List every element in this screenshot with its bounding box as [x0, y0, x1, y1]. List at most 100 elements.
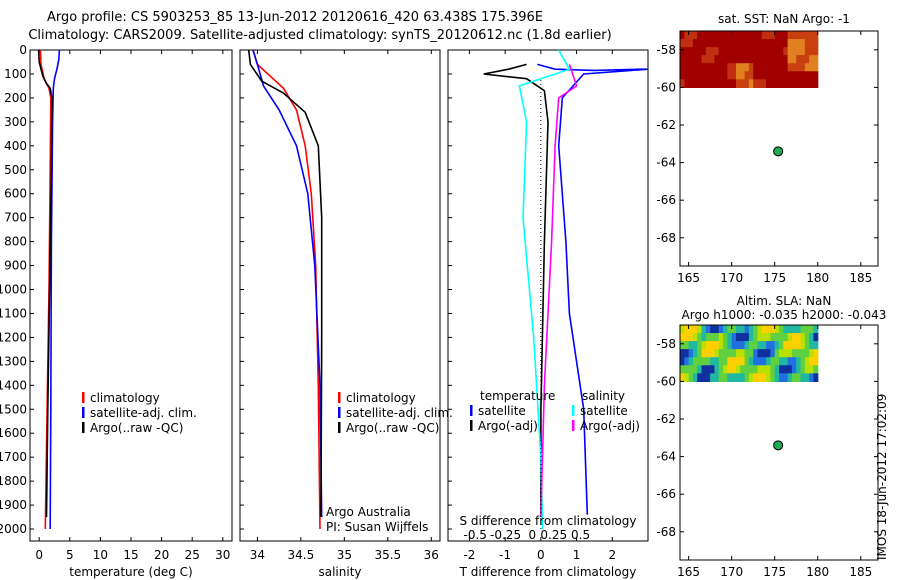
heatmap-cell — [779, 39, 784, 48]
heatmap-cell — [791, 373, 797, 382]
heatmap-cell — [774, 357, 780, 366]
heatmap-cell — [748, 79, 754, 88]
heatmap-cell — [697, 47, 703, 56]
legend-label: satellite — [580, 404, 628, 418]
heatmap-cell — [710, 373, 716, 382]
heatmap-cell — [796, 349, 802, 358]
heatmap-cell — [735, 39, 741, 48]
heatmap-cell — [796, 325, 802, 334]
heatmap-cell — [680, 47, 685, 56]
heatmap-cell — [740, 31, 746, 40]
y-tick-label: -62 — [656, 118, 676, 132]
heatmap-cell — [680, 79, 685, 88]
heatmap-cell — [723, 325, 728, 334]
heatmap-cell — [787, 55, 793, 64]
legend-label: satellite — [478, 404, 526, 418]
heatmap-cell — [740, 39, 746, 48]
heatmap-cell — [774, 349, 780, 358]
heatmap-cell — [748, 39, 754, 48]
heatmap-cell — [692, 55, 698, 64]
x-tick-label: 5 — [66, 548, 74, 562]
heatmap-cell — [783, 365, 789, 374]
heatmap-cell — [692, 373, 698, 382]
heatmap-cell — [692, 341, 698, 350]
y-tick-label: 2000 — [0, 522, 27, 536]
y-tick-label: 1700 — [0, 450, 27, 464]
heatmap-cell — [804, 47, 810, 56]
heatmap-cell — [705, 341, 711, 350]
heatmap-cell — [791, 357, 797, 366]
heatmap-cell — [753, 71, 759, 80]
x-tick-label: 34 — [250, 548, 265, 562]
heatmap-cell — [748, 71, 754, 80]
heatmap-cell — [705, 357, 711, 366]
heatmap-cell — [684, 333, 690, 342]
heatmap-cell — [714, 349, 720, 358]
heatmap-cell — [705, 39, 711, 48]
heatmap-cell — [718, 333, 724, 342]
x-tick-label: 25 — [185, 548, 200, 562]
heatmap-cell — [714, 357, 720, 366]
x-tick-label: 180 — [806, 271, 829, 285]
y-tick-label: 1600 — [0, 426, 27, 440]
heatmap-cell — [779, 71, 784, 80]
heatmap-cell — [731, 341, 737, 350]
heatmap-cell — [710, 31, 716, 40]
heatmap-cell — [787, 325, 793, 334]
heatmap-cell — [697, 341, 703, 350]
y-tick-label: 300 — [4, 115, 27, 129]
heatmap-cell — [748, 357, 754, 366]
salinity-frame — [239, 49, 441, 542]
heatmap-cell — [705, 325, 711, 334]
heatmap-cell — [727, 47, 733, 56]
heatmap-cell — [731, 365, 737, 374]
heatmap-cell — [723, 365, 728, 374]
heatmap-cell — [697, 373, 703, 382]
y-tick-label: 200 — [4, 91, 27, 105]
heatmap-cell — [731, 63, 737, 72]
heatmap-cell — [766, 71, 771, 80]
y-tick-label: -64 — [656, 450, 676, 464]
heatmap-cell — [757, 357, 763, 366]
legend-swatch — [338, 422, 341, 433]
heatmap-cell — [701, 349, 707, 358]
series-line-black — [483, 63, 549, 517]
heatmap-cell — [757, 71, 763, 80]
heatmap-cell — [735, 79, 741, 88]
x-tick-label: 30 — [215, 548, 230, 562]
heatmap-cell — [744, 325, 750, 334]
heatmap-cell — [791, 325, 797, 334]
heatmap-cell — [770, 341, 776, 350]
heatmap-cell — [692, 63, 698, 72]
heatmap-cell — [744, 47, 750, 56]
heatmap-cell — [783, 325, 789, 334]
heatmap-cell — [697, 333, 703, 342]
heatmap-cell — [796, 71, 802, 80]
heatmap-cell — [748, 47, 754, 56]
heatmap-cell — [714, 79, 720, 88]
heatmap-cell — [800, 365, 806, 374]
heatmap-cell — [697, 63, 703, 72]
heatmap-cell — [761, 365, 767, 374]
heatmap-cell — [787, 47, 793, 56]
y-tick-label: 400 — [4, 139, 27, 153]
top-tick-label: 0 — [529, 528, 537, 542]
heatmap-cell — [813, 365, 819, 374]
heatmap-cell — [684, 79, 690, 88]
heatmap-cell — [710, 55, 716, 64]
heatmap-cell — [787, 357, 793, 366]
heatmap-cell — [731, 71, 737, 80]
heatmap-cell — [710, 357, 716, 366]
heatmap-cell — [800, 325, 806, 334]
heatmap-cell — [813, 31, 819, 40]
y-tick-label: -66 — [656, 193, 676, 207]
heatmap-cell — [796, 47, 802, 56]
y-tick-label: 1800 — [0, 474, 27, 488]
heatmap-cell — [688, 39, 694, 48]
heatmap-cell — [787, 365, 793, 374]
heatmap-cell — [740, 349, 746, 358]
heatmap-cell — [757, 333, 763, 342]
heatmap-cell — [796, 373, 802, 382]
heatmap-cell — [680, 63, 685, 72]
heatmap-cell — [766, 47, 771, 56]
